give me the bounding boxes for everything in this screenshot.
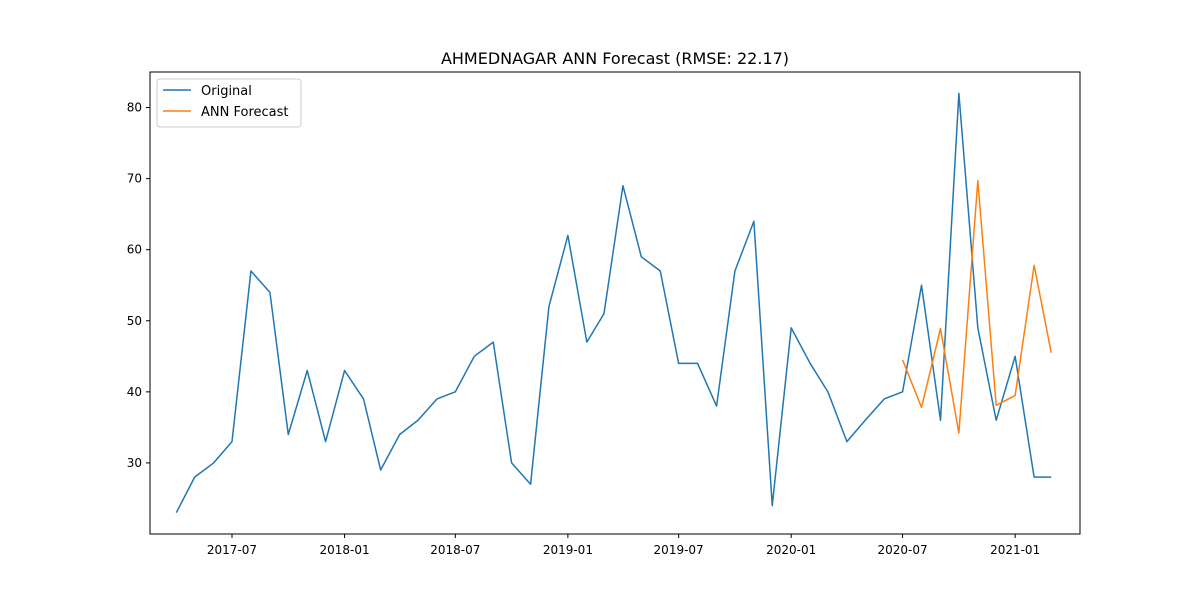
legend-label-ann-forecast: ANN Forecast [201,105,288,120]
y-tick-label: 30 [127,456,142,470]
x-tick-label: 2021-01 [990,543,1040,557]
x-tick-label: 2020-07 [877,543,927,557]
x-tick-label: 2018-01 [319,543,369,557]
y-axis: 30 40 50 60 70 80 [127,101,150,470]
y-tick-label: 80 [127,101,142,115]
y-tick-label: 60 [127,243,142,257]
plot-frame [149,71,1081,535]
x-tick-label: 2017-07 [207,543,257,557]
x-tick-label: 2020-01 [766,543,816,557]
x-tick-label: 2019-01 [543,543,593,557]
legend-box [156,78,302,128]
plot-area [150,72,1080,534]
x-tick-label: 2019-07 [654,543,704,557]
series-line-original [175,92,1052,514]
y-tick-label: 40 [127,385,142,399]
series-layer [175,92,1052,514]
series-line-ann-forecast [901,180,1052,434]
y-tick-label: 50 [127,314,142,328]
legend-label-original: Original [201,84,252,99]
chart-title: AHMEDNAGAR ANN Forecast (RMSE: 22.17) [441,49,789,68]
x-tick-label: 2018-07 [430,543,480,557]
x-axis: 2017-07 2018-01 2018-07 2019-01 2019-07 2020-… [207,534,1040,557]
y-tick-label: 70 [127,172,142,186]
legend: Original ANN Forecast [156,78,302,128]
